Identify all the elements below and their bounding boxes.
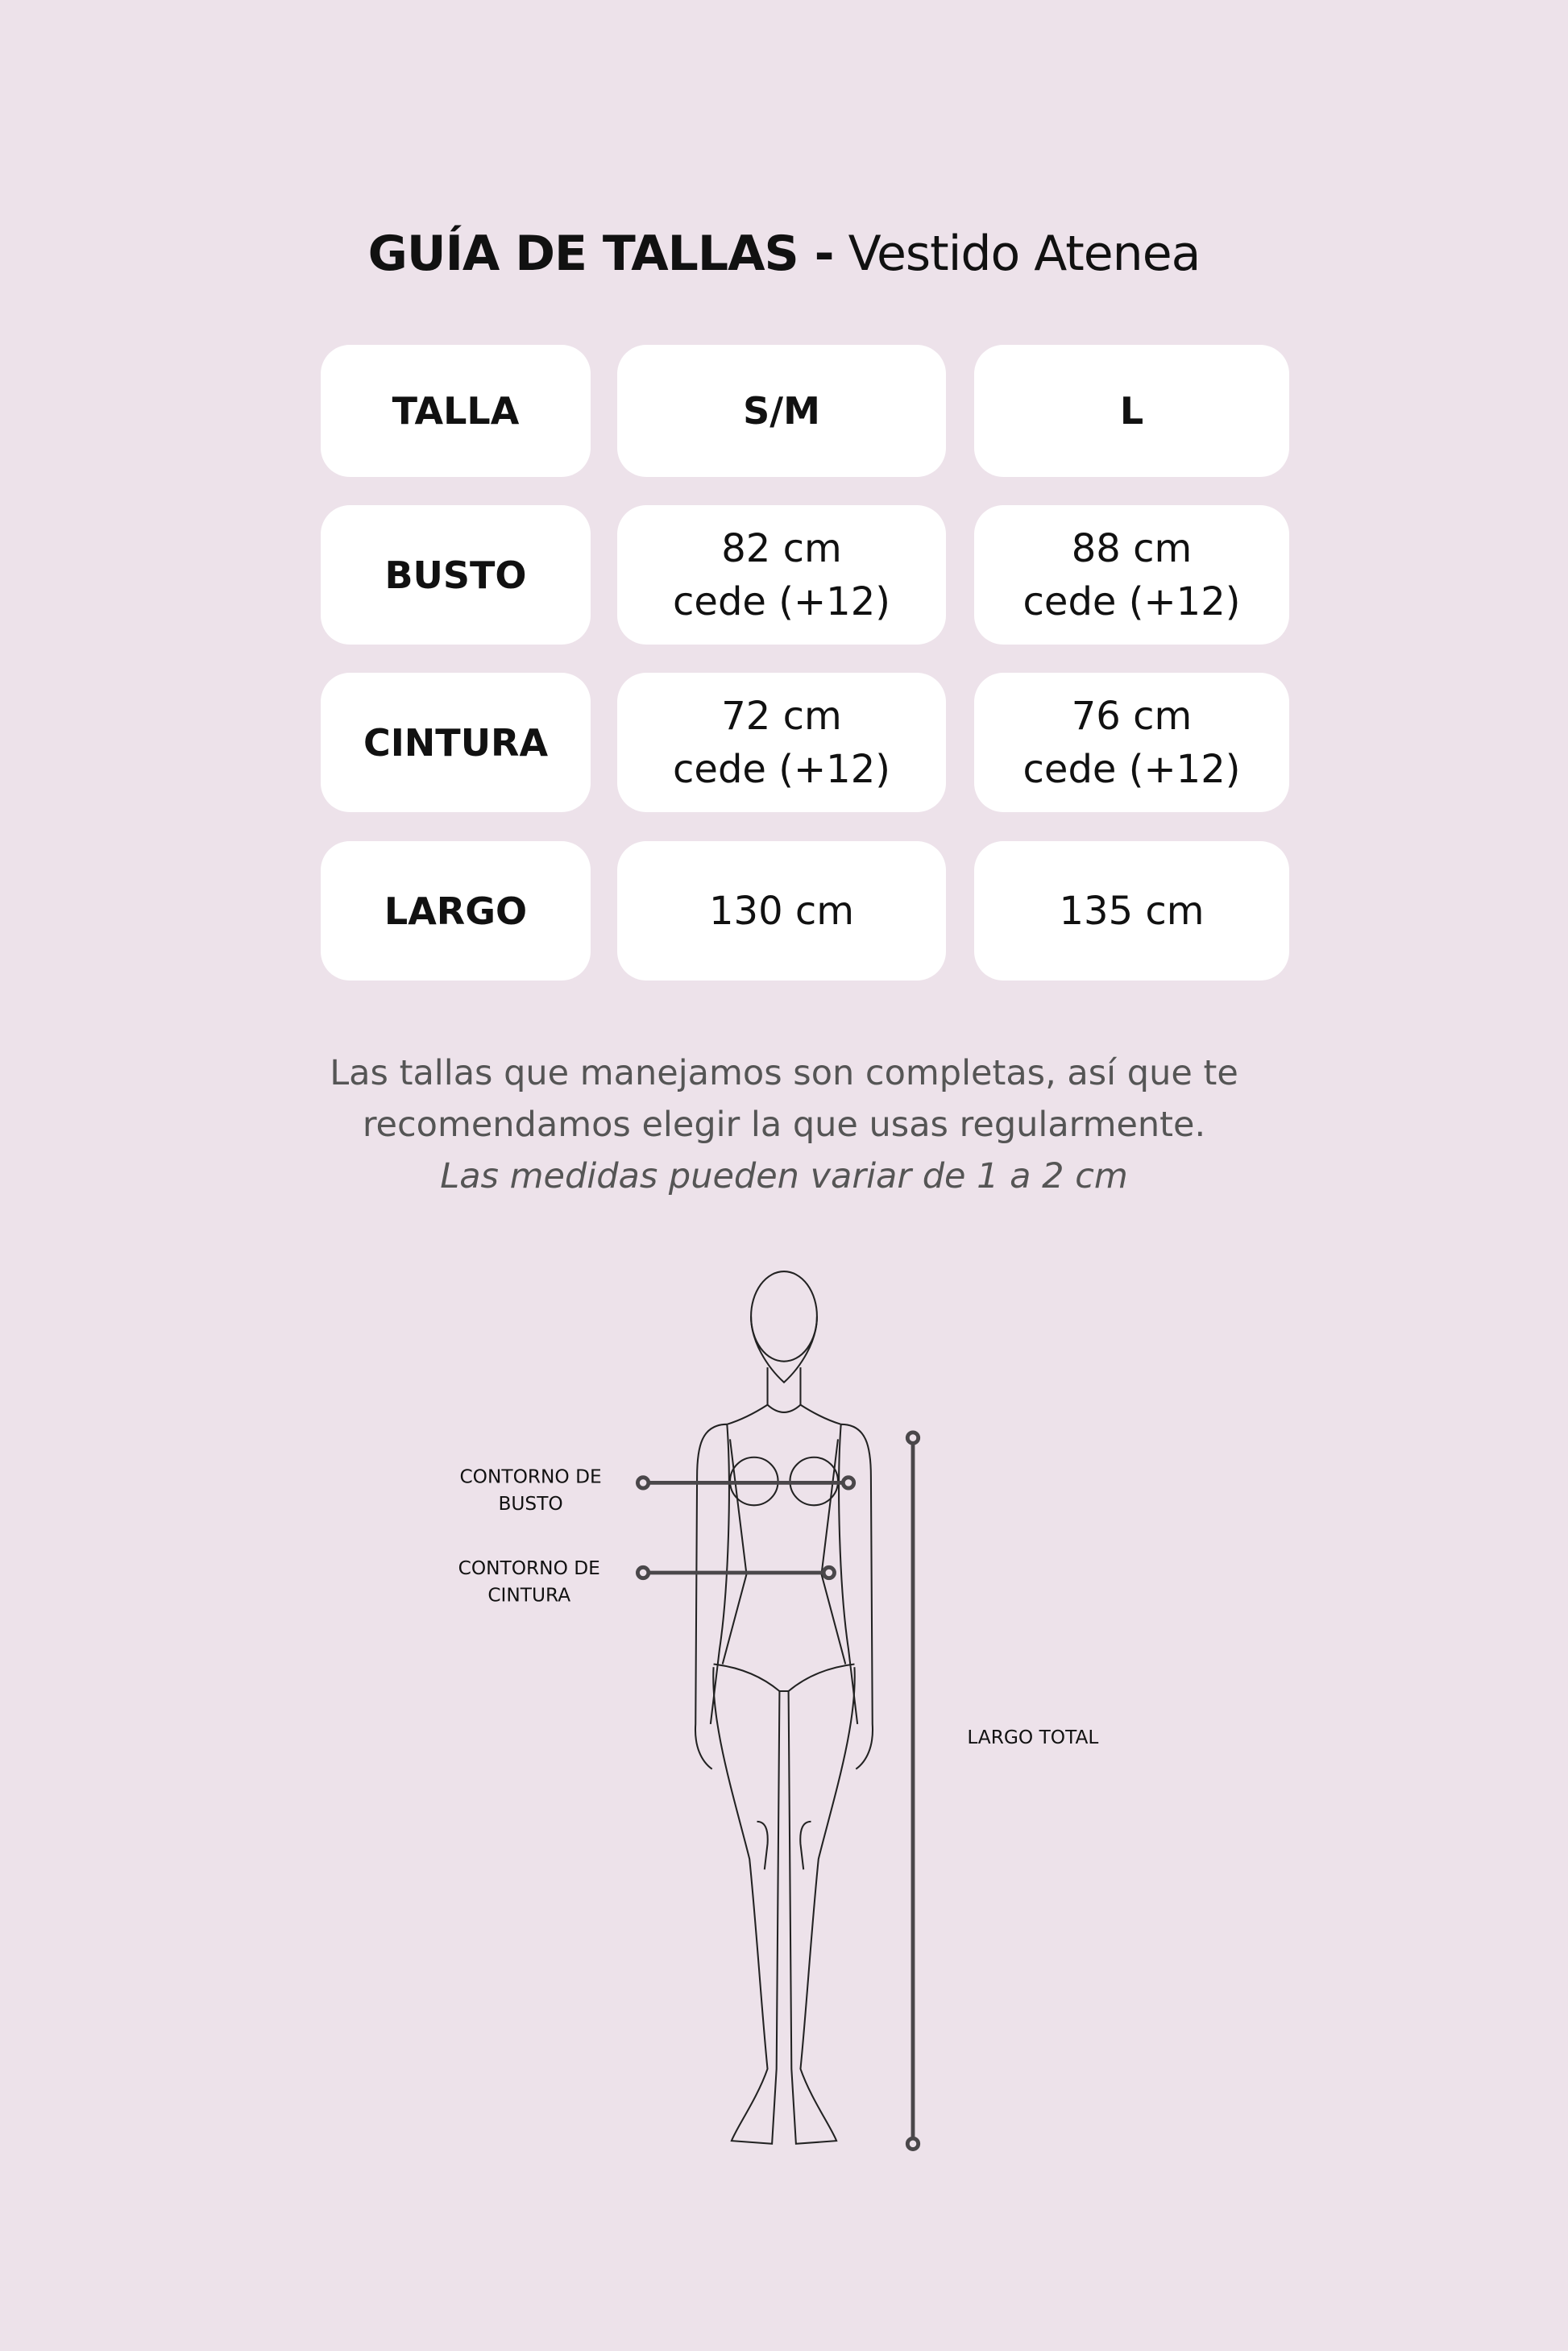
header-text: L xyxy=(1119,389,1144,433)
waist-label-line1: CONTORNO DE xyxy=(458,1557,600,1579)
title-product: Vestido Atenea xyxy=(848,226,1201,282)
bust-end-dot xyxy=(840,1475,857,1491)
header-cell-talla: TALLA xyxy=(321,345,591,477)
body-figure xyxy=(694,1271,874,2145)
bust-label-line2: BUSTO xyxy=(498,1493,562,1515)
value-note: cede (+12) xyxy=(1023,578,1241,624)
collar xyxy=(766,1404,802,1413)
length-bottom-dot xyxy=(905,2136,921,2151)
waist-start-dot xyxy=(636,1565,651,1581)
length-label: LARGO TOTAL xyxy=(967,1727,1098,1748)
value-text: 82 cm xyxy=(721,525,842,571)
bust-start-dot xyxy=(636,1475,651,1491)
length-top-dot xyxy=(905,1430,921,1445)
value-note: cede (+12) xyxy=(673,578,890,624)
waist-end-dot xyxy=(821,1565,836,1581)
cell-largo-sm: 130 cm xyxy=(617,841,946,981)
note-italic: Las medidas pueden variar de 1 a 2 cm xyxy=(440,1156,1128,1196)
header-cell-l: L xyxy=(974,345,1289,477)
value-note: cede (+12) xyxy=(1023,746,1241,792)
cell-cintura-l: 76 cm cede (+12) xyxy=(974,673,1289,812)
waist-label-line2: CINTURA xyxy=(487,1584,570,1606)
title-bold: GUÍA DE TALLAS - xyxy=(367,226,835,282)
row-label-busto: BUSTO xyxy=(321,505,591,645)
cell-largo-l: 135 cm xyxy=(974,841,1289,981)
value-text: 130 cm xyxy=(708,888,855,934)
note-line: Las tallas que manejamos son completas, … xyxy=(330,1053,1238,1093)
cell-cintura-sm: 72 cm cede (+12) xyxy=(617,673,946,812)
value-text: 72 cm xyxy=(721,693,842,739)
cell-busto-l: 88 cm cede (+12) xyxy=(974,505,1289,645)
value-text: 135 cm xyxy=(1059,888,1205,934)
value-text: 88 cm xyxy=(1071,525,1193,571)
row-label-text: BUSTO xyxy=(384,553,527,597)
note-line: recomendamos elegir la que usas regularm… xyxy=(362,1105,1206,1145)
jaw xyxy=(750,1316,818,1384)
header-text: S/M xyxy=(743,389,820,433)
value-note: cede (+12) xyxy=(673,746,890,792)
row-label-text: LARGO xyxy=(384,889,528,933)
row-label-cintura: CINTURA xyxy=(321,673,591,812)
head xyxy=(750,1271,818,1362)
row-label-largo: LARGO xyxy=(321,841,591,981)
row-label-text: CINTURA xyxy=(363,720,549,765)
header-cell-sm: S/M xyxy=(617,345,946,477)
size-note: Las tallas que manejamos son completas, … xyxy=(0,1047,1568,1202)
bust-label-line1: CONTORNO DE xyxy=(459,1466,601,1487)
value-text: 76 cm xyxy=(1071,693,1193,739)
page-title: GUÍA DE TALLAS - Vestido Atenea xyxy=(0,226,1568,282)
header-text: TALLA xyxy=(392,389,520,433)
cell-busto-sm: 82 cm cede (+12) xyxy=(617,505,946,645)
